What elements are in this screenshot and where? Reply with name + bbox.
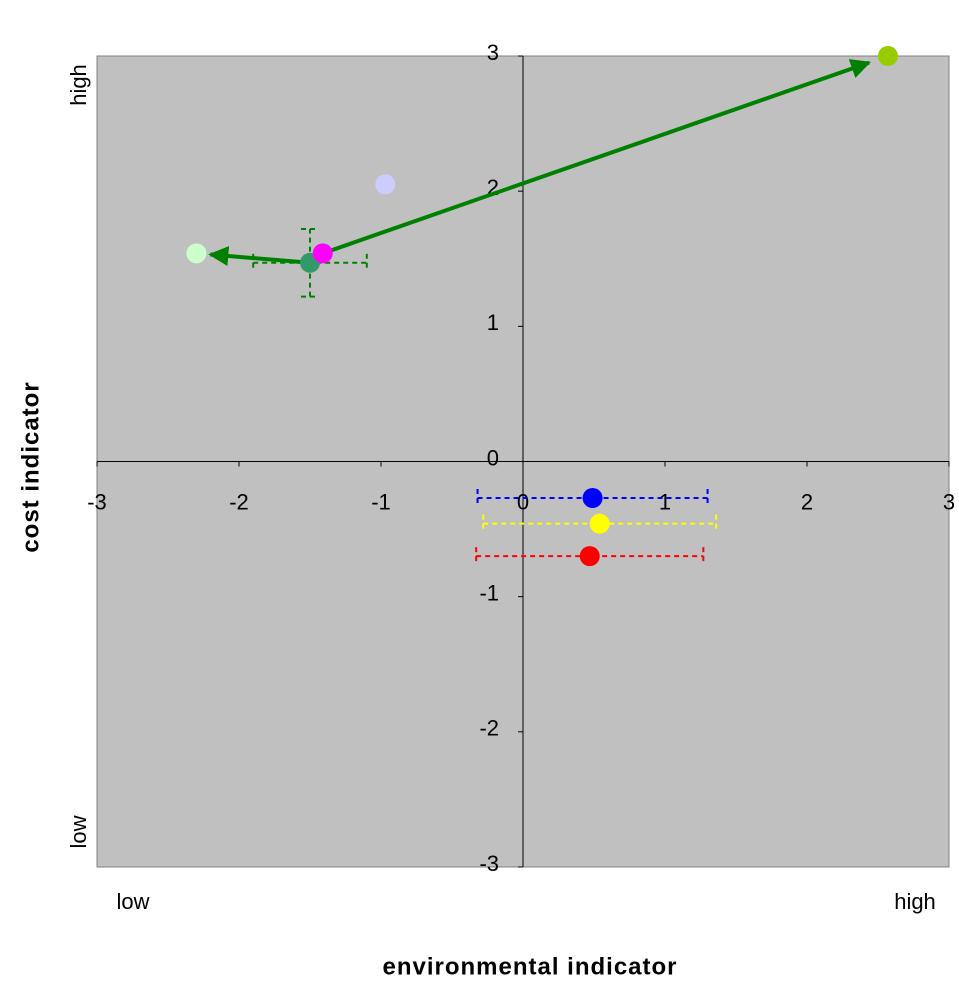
y-tick-label: -1: [479, 580, 499, 605]
x-tick-label: -3: [87, 489, 107, 514]
point: [589, 513, 610, 534]
x-tick-label: -1: [371, 489, 391, 514]
x-high-label: high: [894, 889, 936, 914]
y-high-label: high: [66, 64, 91, 106]
arrow: [208, 246, 311, 266]
y-tick-label: 0: [487, 445, 499, 470]
y-low-label: low: [66, 815, 91, 848]
x-tick-label: 1: [659, 489, 671, 514]
point: [579, 546, 600, 567]
point: [375, 174, 396, 195]
y-tick-label: 3: [487, 40, 499, 65]
point: [582, 487, 603, 508]
x-tick-label: 0: [517, 489, 529, 514]
x-axis-title: environmental indicator: [382, 953, 677, 980]
y-tick-label: -2: [479, 716, 499, 741]
point: [877, 46, 898, 66]
point: [312, 243, 333, 264]
y-tick-label: -3: [479, 851, 499, 876]
x-tick-label: 2: [801, 489, 813, 514]
y-tick-label: 1: [487, 310, 499, 335]
x-low-label: low: [116, 889, 149, 914]
x-tick-label: -2: [229, 489, 249, 514]
arrow: [322, 59, 871, 256]
point: [186, 243, 207, 264]
x-tick-label: 3: [943, 489, 955, 514]
y-axis-title: cost indicator: [17, 381, 44, 552]
